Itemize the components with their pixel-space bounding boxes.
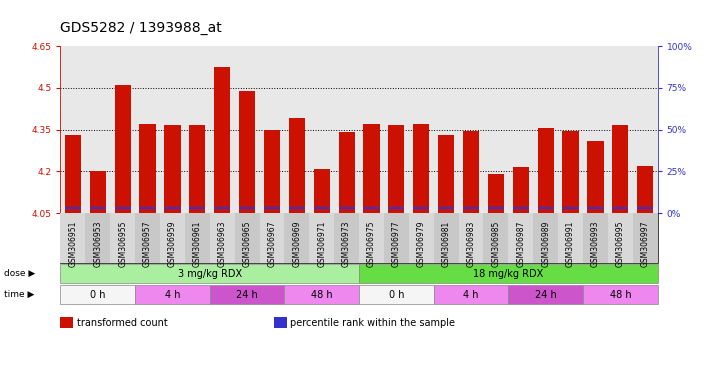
Text: 4 h: 4 h [165,290,180,300]
Text: GSM306953: GSM306953 [93,220,102,267]
Bar [65,135,81,213]
Bar [562,131,579,213]
Text: GSM306957: GSM306957 [143,220,152,267]
Bar [587,141,604,213]
Bar [513,207,529,209]
Text: GSM306979: GSM306979 [417,220,426,267]
Bar [164,126,181,213]
Text: GSM306959: GSM306959 [168,220,177,267]
Text: 48 h: 48 h [311,290,333,300]
Bar [438,135,454,213]
Bar [637,207,653,209]
Bar [463,131,479,213]
Text: GSM306955: GSM306955 [118,220,127,267]
Text: GSM306977: GSM306977 [392,220,401,267]
Bar [264,130,280,213]
Text: transformed count: transformed count [77,318,168,328]
Text: GSM306995: GSM306995 [616,220,625,267]
Bar [214,67,230,213]
Text: GSM306983: GSM306983 [466,220,476,267]
Text: GSM306985: GSM306985 [491,220,501,267]
Text: GSM306973: GSM306973 [342,220,351,267]
Bar [363,207,380,209]
Text: GSM306961: GSM306961 [193,220,202,267]
Text: GSM306969: GSM306969 [292,220,301,267]
Text: GSM306993: GSM306993 [591,220,600,267]
Bar [139,124,156,213]
Text: percentile rank within the sample: percentile rank within the sample [290,318,455,328]
Bar [90,171,106,213]
Text: 4 h: 4 h [464,290,479,300]
Bar [612,126,629,213]
Text: GSM306975: GSM306975 [367,220,376,267]
Bar [139,207,156,209]
Bar [90,207,106,209]
Bar [538,207,554,209]
Text: GDS5282 / 1393988_at: GDS5282 / 1393988_at [60,21,222,35]
Bar [239,207,255,209]
Text: GSM306963: GSM306963 [218,220,227,267]
Bar [239,91,255,213]
Bar [189,126,205,213]
Text: 48 h: 48 h [609,290,631,300]
Bar [488,207,504,209]
Bar [114,85,131,213]
Bar [612,207,629,209]
Bar [289,207,305,209]
Bar [164,207,181,209]
Bar [338,207,355,209]
Text: GSM306991: GSM306991 [566,220,575,267]
Bar [587,207,604,209]
Bar [338,132,355,213]
Text: 0 h: 0 h [389,290,404,300]
Bar [438,207,454,209]
Bar [314,207,330,209]
Bar [488,174,504,213]
Bar [363,124,380,213]
Bar [637,166,653,213]
Bar [289,119,305,213]
Bar [114,207,131,209]
Text: dose ▶: dose ▶ [4,269,35,278]
Bar [413,207,429,209]
Text: GSM306965: GSM306965 [242,220,252,267]
Text: time ▶: time ▶ [4,290,34,299]
Bar [264,207,280,209]
Text: GSM306971: GSM306971 [317,220,326,267]
Text: GSM306997: GSM306997 [641,220,650,267]
Text: 3 mg/kg RDX: 3 mg/kg RDX [178,268,242,279]
Text: 0 h: 0 h [90,290,105,300]
Text: 24 h: 24 h [535,290,557,300]
Text: 24 h: 24 h [236,290,258,300]
Bar [463,207,479,209]
Text: GSM306981: GSM306981 [442,220,451,267]
Text: GSM306989: GSM306989 [541,220,550,267]
Text: GSM306951: GSM306951 [68,220,77,267]
Bar [65,207,81,209]
Bar [388,126,405,213]
Bar [562,207,579,209]
Bar [413,124,429,213]
Bar [189,207,205,209]
Bar [314,169,330,213]
Text: GSM306967: GSM306967 [267,220,277,267]
Text: 18 mg/kg RDX: 18 mg/kg RDX [474,268,543,279]
Bar [388,207,405,209]
Text: GSM306987: GSM306987 [516,220,525,267]
Bar [214,207,230,209]
Bar [513,167,529,213]
Bar [538,128,554,213]
